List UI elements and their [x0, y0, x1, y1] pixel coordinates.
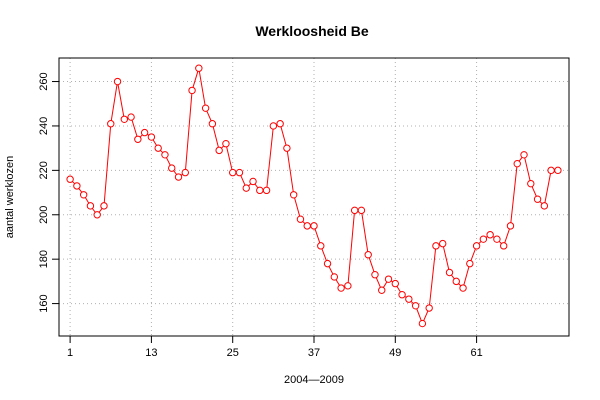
data-point	[249, 177, 257, 186]
data-point	[350, 206, 359, 215]
data-point	[296, 215, 305, 223]
data-point	[432, 242, 440, 250]
data-point	[391, 279, 399, 288]
y-tick-label: 260	[38, 72, 50, 90]
data-point	[113, 77, 122, 86]
y-tick-label: 200	[38, 206, 50, 224]
data-point	[127, 113, 135, 121]
data-point	[371, 271, 379, 279]
data-point	[147, 133, 156, 141]
data-point	[242, 184, 250, 192]
data-point	[120, 115, 129, 123]
data-point	[547, 166, 555, 175]
data-point	[276, 120, 284, 128]
data-point	[540, 202, 549, 210]
data-point	[513, 159, 521, 168]
data-point	[208, 120, 217, 128]
data-point	[283, 144, 291, 152]
data-point	[486, 231, 494, 239]
data-point	[472, 242, 481, 250]
data-point	[229, 168, 237, 177]
y-tick-label: 240	[38, 117, 50, 135]
data-point	[174, 173, 183, 181]
series-layer	[66, 64, 562, 328]
data-point	[378, 286, 386, 294]
data-point	[445, 268, 454, 277]
x-tick-label: 37	[308, 347, 320, 359]
x-tick-label: 13	[145, 347, 157, 359]
data-point	[418, 319, 427, 328]
data-point	[215, 146, 223, 155]
data-point	[181, 168, 189, 177]
data-point	[154, 144, 162, 152]
data-point	[161, 151, 169, 159]
y-axis-label: aantal werklozen	[4, 156, 16, 239]
data-point	[317, 242, 325, 250]
data-point	[201, 104, 210, 112]
data-point	[344, 282, 352, 290]
data-point	[506, 222, 515, 230]
data-point	[73, 182, 81, 190]
x-axis: 1 13 25 37 49 61	[67, 335, 483, 359]
data-point	[439, 239, 447, 248]
data-point	[195, 64, 203, 72]
data-point	[188, 86, 196, 95]
data-point	[330, 273, 339, 281]
y-axis: 160 180 200 220 240 260	[38, 72, 59, 313]
data-point	[86, 202, 95, 210]
data-point	[303, 222, 311, 230]
data-point	[520, 151, 528, 159]
y-tick-label: 220	[38, 161, 50, 179]
data-point	[425, 304, 433, 312]
data-point	[79, 191, 88, 199]
data-point	[459, 284, 467, 292]
data-point	[499, 242, 508, 250]
data-point	[479, 235, 488, 243]
data-point	[405, 295, 413, 303]
y-tick-label: 160	[38, 294, 50, 312]
data-point	[384, 275, 393, 283]
data-point	[554, 166, 562, 175]
data-point	[527, 179, 535, 188]
data-point	[262, 186, 271, 195]
data-point	[364, 251, 372, 259]
data-point	[168, 164, 176, 172]
data-point	[93, 211, 101, 219]
x-tick-label: 25	[227, 347, 239, 359]
data-point	[398, 290, 406, 299]
x-tick-label: 61	[470, 347, 482, 359]
data-point	[323, 259, 332, 268]
data-point	[466, 259, 474, 268]
data-point	[493, 235, 501, 243]
data-point	[100, 202, 108, 210]
x-axis-label: 2004—2009	[284, 374, 344, 386]
data-point	[357, 206, 366, 215]
data-point	[134, 135, 142, 143]
data-point	[66, 175, 74, 183]
chart-title: Werkloosheid Be	[255, 23, 369, 39]
x-tick-label: 49	[389, 347, 401, 359]
data-point	[107, 120, 115, 128]
grid	[59, 58, 569, 336]
data-point	[411, 302, 420, 310]
data-point	[533, 195, 542, 203]
data-point	[289, 191, 298, 199]
data-point	[222, 140, 230, 148]
data-point	[235, 168, 244, 177]
data-point	[140, 128, 149, 137]
x-tick-label: 1	[67, 347, 73, 359]
data-point	[310, 222, 318, 230]
data-point	[269, 122, 278, 130]
y-tick-label: 180	[38, 250, 50, 268]
data-point	[337, 284, 345, 292]
data-point	[452, 277, 460, 286]
data-point	[256, 186, 264, 195]
